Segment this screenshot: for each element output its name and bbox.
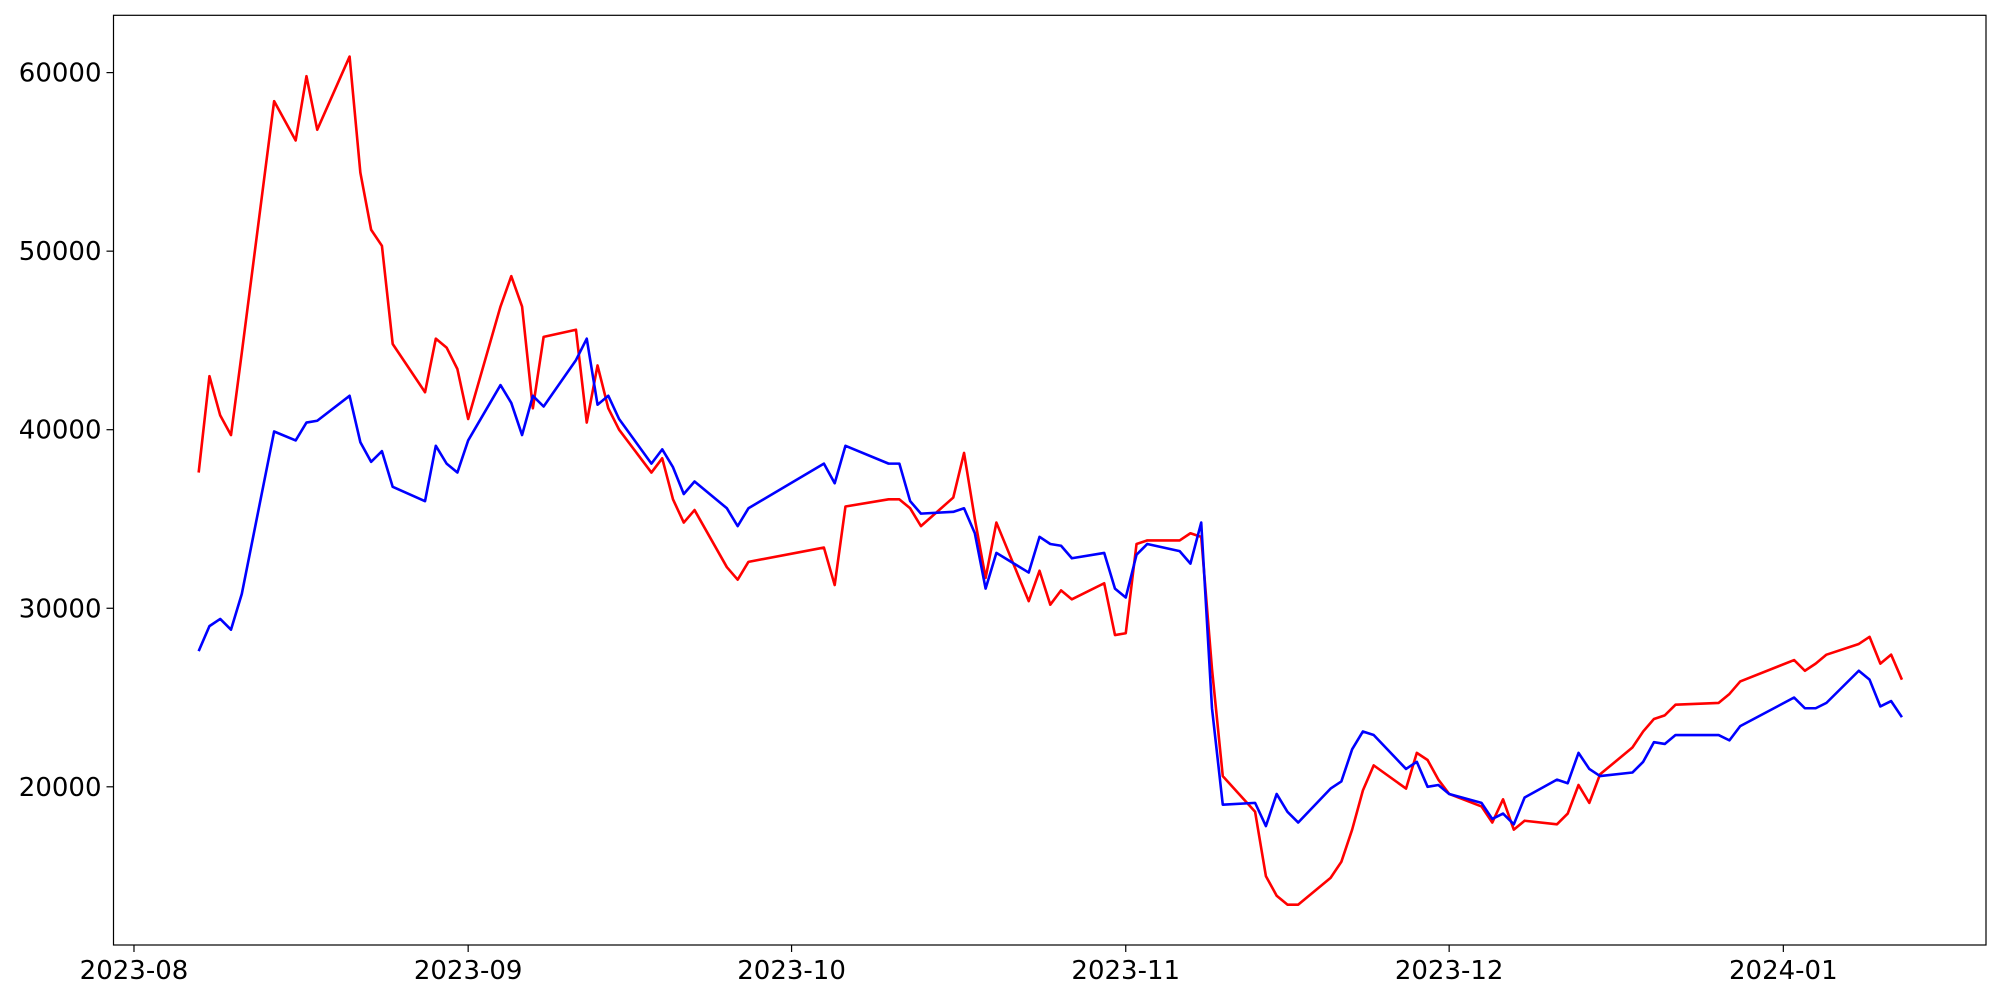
y-tick-label: 30000 [19, 594, 102, 624]
y-tick-label: 40000 [19, 416, 102, 446]
x-tick-label: 2023-10 [737, 956, 846, 986]
y-tick-label: 50000 [19, 237, 102, 267]
x-tick-label: 2023-08 [80, 956, 189, 986]
line-series [197, 55, 1904, 906]
y-tick-label: 20000 [19, 773, 102, 803]
line-series [197, 337, 1903, 828]
x-tick-label: 2023-11 [1071, 956, 1180, 986]
y-tick-label: 60000 [19, 59, 102, 89]
x-tick-label: 2023-12 [1395, 956, 1504, 986]
x-tick-label: 2023-09 [414, 956, 523, 986]
plot-frame [112, 14, 1987, 946]
x-tick-label: 2024-01 [1729, 956, 1838, 986]
